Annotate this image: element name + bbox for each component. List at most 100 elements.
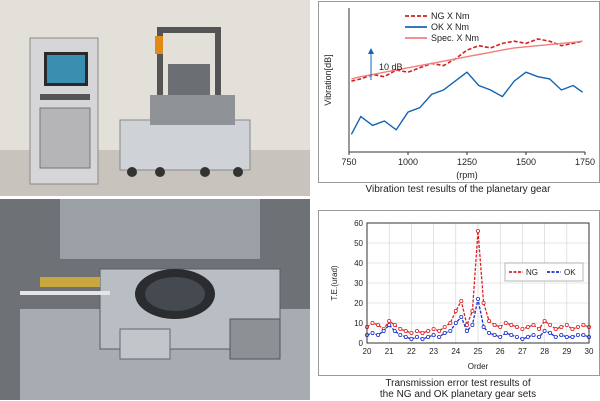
te-point-ng bbox=[464, 323, 469, 328]
te-point-ng bbox=[431, 327, 436, 332]
te-point-ok bbox=[370, 331, 375, 336]
vibration-x-tick-label: 1500 bbox=[516, 157, 536, 167]
te-point-ok bbox=[509, 333, 514, 338]
te-point-ng bbox=[575, 325, 580, 330]
te-y-label: T.E.(urad) bbox=[330, 265, 339, 300]
te-point-ok bbox=[387, 323, 392, 328]
vibration-x-tick-label: 1750 bbox=[575, 157, 595, 167]
te-legend-label: OK bbox=[564, 268, 576, 277]
te-point-ng bbox=[426, 329, 431, 334]
te-x-tick-label: 21 bbox=[385, 347, 394, 356]
te-point-ng bbox=[525, 325, 530, 330]
te-y-tick-label: 60 bbox=[354, 219, 363, 228]
te-point-ng bbox=[448, 321, 453, 326]
te-y-tick-label: 40 bbox=[354, 259, 363, 268]
transmission-error-chart-panel: 20 21 22 23 24 25 26 27 28 29 30 0 10 20 30 40 50 60 T.E… bbox=[318, 210, 600, 376]
te-point-ng bbox=[392, 323, 397, 328]
te-point-ng bbox=[403, 329, 408, 334]
te-point-ok bbox=[376, 333, 381, 338]
te-x-tick-label: 24 bbox=[451, 347, 460, 356]
test-rig-photo bbox=[0, 0, 310, 196]
gear-closeup-photo bbox=[0, 199, 310, 400]
te-point-ng bbox=[542, 319, 547, 324]
te-point-ok bbox=[559, 333, 564, 338]
scale-annotation: 10 dB bbox=[379, 62, 403, 72]
vibration-series-spec-x-nm bbox=[351, 40, 583, 80]
te-plot-frame bbox=[366, 222, 590, 344]
te-legend-label: NG bbox=[526, 268, 538, 277]
te-point-ok bbox=[426, 335, 431, 340]
te-x-tick-label: 22 bbox=[407, 347, 416, 356]
te-point-ok bbox=[525, 335, 530, 340]
test-rig-illustration bbox=[0, 0, 310, 196]
te-point-ok bbox=[553, 335, 558, 340]
vibration-caption: Vibration test results of the planetary … bbox=[365, 184, 551, 195]
te-point-ng bbox=[503, 321, 508, 326]
te-point-ng bbox=[470, 309, 475, 314]
te-point-ok bbox=[475, 297, 480, 302]
te-point-ok bbox=[381, 329, 386, 334]
te-point-ng bbox=[370, 321, 375, 326]
te-point-ok bbox=[392, 329, 397, 334]
vibration-y-label: Vibration[dB] bbox=[323, 54, 333, 105]
te-legend-box bbox=[504, 262, 584, 282]
te-point-ng bbox=[537, 327, 542, 332]
te-x-tick-label: 20 bbox=[363, 347, 372, 356]
te-point-ok bbox=[492, 333, 497, 338]
te-point-ok bbox=[459, 315, 464, 320]
te-point-ok bbox=[470, 323, 475, 328]
vibration-chart: 750 1000 1250 1500 1750 Vibration[dB] (rpm) … bbox=[323, 8, 595, 180]
te-point-ng bbox=[548, 323, 553, 328]
gear-closeup-illustration bbox=[0, 199, 310, 400]
te-point-ok bbox=[487, 331, 492, 336]
te-point-ok bbox=[581, 333, 586, 338]
vibration-legend-label: NG X Nm bbox=[431, 11, 470, 21]
te-y-tick-label: 10 bbox=[354, 319, 363, 328]
te-point-ng bbox=[442, 325, 447, 330]
scale-arrow-icon bbox=[368, 48, 374, 54]
vibration-x-tick-label: 1250 bbox=[457, 157, 477, 167]
te-point-ok bbox=[514, 335, 519, 340]
te-point-ng bbox=[514, 325, 519, 330]
vibration-chart-panel: 750 1000 1250 1500 1750 Vibration[dB] (rpm) … bbox=[318, 1, 600, 183]
te-point-ok bbox=[409, 337, 414, 342]
te-point-ng bbox=[453, 309, 458, 314]
te-point-ok bbox=[537, 335, 542, 340]
vibration-legend-label: Spec. X Nm bbox=[431, 33, 479, 43]
te-y-tick-label: 0 bbox=[359, 339, 364, 348]
te-point-ok bbox=[453, 321, 458, 326]
te-point-ng bbox=[437, 329, 442, 334]
transmission-error-chart: 20 21 22 23 24 25 26 27 28 29 30 0 10 20 30 40 50 60 T.E… bbox=[330, 219, 594, 371]
te-point-ng bbox=[559, 325, 564, 330]
te-point-ng bbox=[564, 323, 569, 328]
te-point-ng bbox=[409, 331, 414, 336]
te-point-ng bbox=[570, 327, 575, 332]
te-point-ok bbox=[498, 335, 503, 340]
transmission-error-caption-line2: the NG and OK planetary gear sets bbox=[379, 389, 537, 400]
te-point-ng bbox=[492, 323, 497, 328]
te-point-ng bbox=[581, 323, 586, 328]
te-point-ng bbox=[498, 325, 503, 330]
vibration-series-ng-x-nm bbox=[351, 38, 583, 82]
te-point-ok bbox=[448, 329, 453, 334]
te-x-label: Order bbox=[468, 362, 489, 371]
te-point-ok bbox=[464, 329, 469, 334]
te-point-ng bbox=[376, 323, 381, 328]
te-y-tick-label: 50 bbox=[354, 239, 363, 248]
te-point-ng bbox=[520, 327, 525, 332]
te-point-ng bbox=[487, 319, 492, 324]
te-point-ok bbox=[403, 335, 408, 340]
te-point-ok bbox=[542, 329, 547, 334]
vibration-legend-label: OK X Nm bbox=[431, 22, 469, 32]
te-y-tick-label: 30 bbox=[354, 279, 363, 288]
te-x-tick-label: 28 bbox=[540, 347, 549, 356]
te-point-ng bbox=[475, 228, 480, 233]
te-x-tick-label: 29 bbox=[562, 347, 571, 356]
transmission-error-caption-line1: Transmission error test results of bbox=[385, 378, 531, 389]
te-x-tick-label: 30 bbox=[585, 347, 594, 356]
vibration-series-ok-x-nm bbox=[350, 71, 584, 135]
te-point-ok bbox=[548, 331, 553, 336]
te-point-ng bbox=[481, 301, 486, 306]
te-point-ok bbox=[431, 333, 436, 338]
te-point-ng bbox=[398, 327, 403, 332]
